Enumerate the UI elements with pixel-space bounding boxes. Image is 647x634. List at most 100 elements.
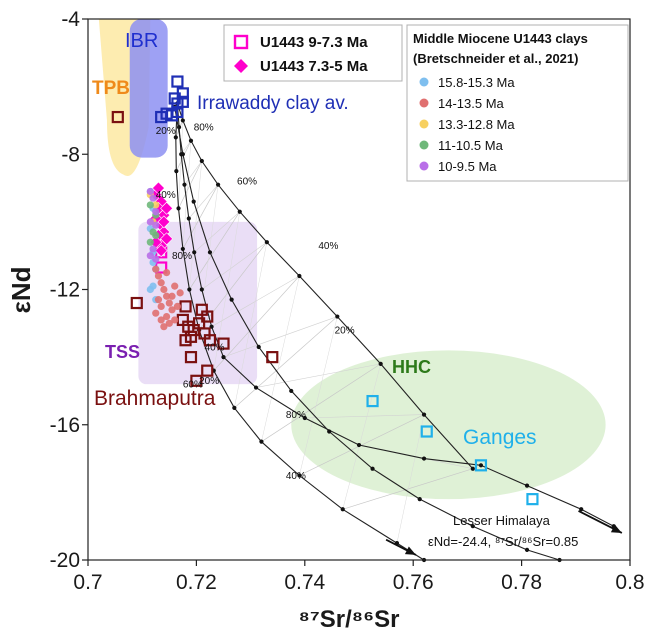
- legend-main-marker: [234, 59, 248, 73]
- y-tick-label: -8: [61, 143, 80, 166]
- mixing-node: [327, 429, 332, 434]
- mixing-grid-line: [182, 184, 219, 250]
- point-13.3-12.8 Ma: [152, 201, 160, 209]
- point-14-13.5 Ma: [176, 289, 184, 297]
- y-tick-label: -16: [50, 414, 80, 437]
- point-14-13.5 Ma: [157, 316, 165, 324]
- point-14-13.5 Ma: [152, 309, 160, 317]
- x-tick-label: 0.74: [284, 571, 325, 594]
- mixing-node: [232, 405, 237, 410]
- point-14-13.5 Ma: [162, 268, 171, 277]
- legend-main-marker: [233, 34, 249, 50]
- mixing-grid-line: [234, 316, 338, 409]
- x-axis-title: ⁸⁷Sr/⁸⁶Sr: [298, 606, 399, 633]
- mixing-grid-line: [255, 363, 381, 388]
- mixing-node: [199, 287, 204, 292]
- mixing-grid-line: [299, 316, 338, 476]
- point-Irrawaddy clay av.: [176, 95, 189, 108]
- point-10-9.5 Ma: [146, 252, 154, 260]
- point-Ganges: [420, 425, 433, 438]
- data-points: [111, 75, 539, 506]
- point-Ganges: [474, 459, 488, 472]
- legend-clays-marker: [419, 161, 429, 171]
- point-Irrawaddy clay av.: [160, 107, 173, 120]
- mixing-node: [470, 524, 475, 529]
- y-tick-label: -20: [50, 549, 80, 572]
- mixing-grid-line: [201, 241, 268, 290]
- legend-clays-marker: [419, 77, 429, 87]
- point-11-10.5 Ma: [152, 231, 160, 239]
- mixing-grid-line: [189, 160, 203, 290]
- x-tick-label: 0.8: [615, 571, 644, 594]
- mixing-node: [264, 240, 269, 245]
- mixing-node: [173, 135, 178, 140]
- mixing-node: [176, 206, 181, 211]
- point-U1443 7.3-5 Ma: [157, 215, 171, 229]
- point-10-9.5 Ma: [149, 245, 157, 253]
- point-14-13.5 Ma: [171, 282, 179, 290]
- point-U1443 7.3-5 Ma: [152, 181, 165, 195]
- mixing-grid-line: [189, 211, 241, 290]
- point-10-9.5 Ma: [146, 218, 154, 226]
- region-labels: IBR TPB Irrawaddy clay av. TSS Brahmaputra HH…: [92, 30, 578, 549]
- x-tick-label: 0.78: [501, 571, 542, 594]
- mixing-grid-line: [234, 242, 268, 408]
- mixing-node: [180, 118, 185, 123]
- legend-clays-title: Middle Miocene U1443 clays: [413, 31, 588, 46]
- y-tick-label: -4: [61, 8, 80, 31]
- tpb-label: TPB: [92, 78, 130, 99]
- mixing-percent-label: 60%: [237, 177, 257, 188]
- legends: U1443 9-7.3 Ma U1443 7.3-5 Ma Middle Mioce…: [223, 24, 629, 182]
- mixing-percent-label: 20%: [335, 325, 355, 336]
- mixing-node: [470, 466, 475, 471]
- point-Brahmaputra: [179, 334, 192, 347]
- mixing-grid-line: [188, 184, 219, 219]
- mixing-node: [256, 344, 261, 350]
- point-14-13.5 Ma: [152, 265, 160, 273]
- mixing-node: [215, 182, 221, 187]
- mixing-node: [340, 507, 345, 512]
- mixing-node: [524, 547, 530, 552]
- mixing-grid-line: [178, 120, 184, 209]
- point-11-10.5 Ma: [146, 238, 154, 246]
- point-Brahmaputra: [130, 296, 143, 310]
- mixing-node: [417, 497, 422, 502]
- arrow-curve-c-head: [404, 546, 416, 555]
- mixing-node: [289, 388, 294, 394]
- point-Brahmaputra: [184, 351, 198, 364]
- point-10-9.5 Ma: [146, 187, 154, 196]
- mixing-node: [182, 182, 187, 187]
- mixing-grid-line: [182, 140, 192, 249]
- x-tick-label: 0.76: [393, 571, 434, 594]
- point-10-9.5 Ma: [152, 208, 160, 216]
- legend-clays-title: (Bretschneider et al., 2021): [413, 51, 578, 66]
- mixing-percent-label: 40%: [286, 471, 306, 482]
- point-14-13.5 Ma: [171, 316, 179, 324]
- mixing-node: [297, 473, 302, 478]
- point-14-13.5 Ma: [160, 323, 168, 331]
- mixing-curve: [176, 103, 474, 470]
- mixing-node: [378, 361, 383, 366]
- mixing-grid-line: [198, 241, 268, 331]
- mixing-node: [186, 216, 191, 221]
- mixing-percent-label: 60%: [183, 380, 203, 391]
- point-10-9.5 Ma: [149, 194, 157, 202]
- point-Brahmaputra: [111, 110, 124, 124]
- point-14-13.5 Ma: [160, 285, 168, 294]
- y-axis-title: εNd: [6, 267, 36, 314]
- point-Brahmaputra: [201, 364, 214, 377]
- mixing-node: [478, 463, 484, 468]
- legend-clays-box: [406, 24, 629, 182]
- hhc-region: [291, 350, 606, 500]
- point-14-13.5 Ma: [173, 302, 182, 311]
- point-Brahmaputra: [266, 351, 279, 364]
- point-14-13.5 Ma: [162, 292, 171, 300]
- mixing-node: [174, 169, 179, 174]
- point-Brahmaputra: [201, 310, 214, 323]
- mixing-node: [221, 355, 226, 360]
- point-10-9.5 Ma: [152, 221, 160, 229]
- legend-main-label: U1443 9-7.3 Ma: [260, 34, 368, 51]
- point-14-13.5 Ma: [168, 292, 176, 300]
- point-Ganges: [526, 493, 539, 506]
